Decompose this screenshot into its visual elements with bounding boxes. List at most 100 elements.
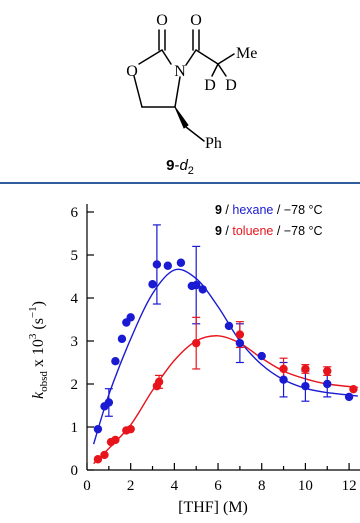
x-axis-title: [THF] (M) — [178, 499, 248, 516]
bond-ch2-ph — [185, 126, 205, 142]
legend-entry-hexane: 9 / hexane / −78 °C — [215, 203, 323, 217]
legend-toluene-sep1: / — [222, 224, 232, 238]
y-tick-label-3: 3 — [71, 334, 79, 350]
data-point-hexane-9 — [163, 261, 173, 270]
y-tick-label-4: 4 — [71, 291, 79, 307]
y-axis-title-unit-post: ) — [30, 301, 47, 306]
x-tick-label-6: 6 — [214, 478, 222, 494]
atom-deuterium-1: D — [204, 77, 216, 94]
y-tick-label-0: 0 — [71, 463, 79, 479]
data-point-hexane-16 — [257, 351, 266, 361]
x-tick-label-4: 4 — [171, 478, 179, 494]
fit-curves — [92, 268, 358, 465]
data-point-hexane-19 — [323, 379, 332, 389]
bond-acyl-cd2 — [195, 49, 219, 65]
bond-c2-n3 — [161, 49, 172, 65]
data-point-toluene-9 — [235, 330, 245, 339]
y-tick-label-6: 6 — [71, 205, 79, 221]
compound-suffix-dash: - — [174, 157, 179, 174]
atom-n-ring: N — [174, 63, 186, 80]
x-tick-label-0: 0 — [83, 478, 91, 494]
legend-hexane-sep1: / — [222, 203, 232, 217]
bond-cd2-d2 — [217, 63, 227, 77]
atom-methyl: Me — [236, 45, 257, 62]
y-tick-label-1: 1 — [71, 420, 79, 436]
legend-hexane-sep2: / — [273, 203, 283, 217]
data-point-hexane-8 — [152, 260, 162, 269]
legend-hexane-temp: −78 °C — [284, 203, 323, 217]
compound-number: 9 — [166, 157, 174, 174]
data-point-hexane-6 — [126, 313, 135, 322]
x-tick-label-12: 12 — [342, 478, 357, 494]
compound-suffix-sub: 2 — [188, 165, 194, 177]
legend-toluene-temp: −78 °C — [284, 224, 323, 238]
atom-phenyl: Ph — [205, 135, 222, 152]
atom-o-acyl-carbonyl: O — [190, 12, 202, 29]
y-tick-label-5: 5 — [71, 248, 79, 264]
data-point-hexane-0 — [93, 424, 103, 434]
legend-toluene-solvent: toluene — [232, 224, 273, 238]
bond-wedge-c4-ch2 — [174, 106, 189, 129]
axes — [86, 204, 360, 471]
y-axis-title-unit-pre: (s — [30, 318, 47, 334]
data-point-hexane-17 — [279, 375, 288, 384]
data-point-toluene-10 — [279, 364, 288, 374]
atom-o-ring-carbonyl: O — [156, 12, 168, 29]
legend-toluene-compound: 9 — [215, 224, 222, 238]
y-axis-title-unit-sup: −1 — [27, 306, 39, 318]
bond-o1-c5 — [133, 75, 143, 108]
bond-c2-o1 — [138, 49, 163, 65]
data-point-toluene-13 — [349, 384, 358, 394]
data-point-toluene-5 — [126, 424, 135, 434]
data-point-hexane-14 — [224, 321, 234, 331]
chemical-structure — [133, 29, 235, 142]
data-point-toluene-7 — [154, 377, 164, 387]
x-tick-label-10: 10 — [298, 478, 313, 494]
data-point-hexane-15 — [235, 338, 245, 348]
legend-toluene-sep2: / — [273, 224, 283, 238]
y-axis-title-sub: obsd — [38, 371, 50, 392]
data-point-hexane-13 — [198, 285, 207, 294]
data-point-toluene-1 — [100, 450, 109, 460]
x-tick-label-8: 8 — [258, 478, 266, 494]
data-point-toluene-8 — [192, 338, 201, 348]
legend-hexane-compound: 9 — [215, 203, 222, 217]
legend-entry-toluene: 9 / toluene / −78 °C — [215, 224, 323, 238]
bond-cd2-d1 — [211, 63, 219, 77]
data-point-hexane-12 — [192, 280, 201, 290]
data-point-hexane-4 — [117, 334, 127, 344]
x-tick-label-2: 2 — [127, 478, 135, 494]
bond-c4-n3 — [174, 76, 181, 108]
compound-label: 9-d2 — [166, 157, 194, 177]
data-point-toluene-12 — [323, 366, 332, 376]
legend-hexane-solvent: hexane — [232, 203, 273, 217]
data-points — [93, 258, 358, 464]
data-point-hexane-2 — [104, 398, 114, 407]
bond-cd2-me — [217, 53, 235, 65]
y-tick-label-2: 2 — [71, 377, 79, 393]
data-point-hexane-7 — [148, 280, 157, 289]
section-divider — [0, 182, 360, 184]
fit-curve-toluene — [93, 335, 358, 465]
atom-deuterium-2: D — [225, 77, 237, 94]
bond-n-acyl — [185, 49, 197, 66]
data-point-toluene-0 — [93, 455, 103, 464]
data-point-hexane-18 — [301, 381, 310, 391]
y-axis-title-mid: x 10 — [30, 339, 47, 371]
y-axis-title: kobsd x 103 (s−1) — [27, 301, 50, 399]
data-point-hexane-3 — [111, 357, 120, 366]
data-point-toluene-3 — [111, 435, 120, 445]
atom-o-ring: O — [126, 63, 138, 80]
legend: 9 / hexane / −78 °C 9 / toluene / −78 °C — [215, 203, 323, 238]
compound-suffix-d: d — [179, 157, 188, 174]
data-point-toluene-11 — [301, 364, 310, 374]
y-axis-title-sup: 3 — [27, 333, 39, 339]
data-point-hexane-10 — [176, 258, 186, 267]
fit-curve-hexane — [92, 268, 358, 445]
y-axis-title-k: k — [30, 391, 47, 399]
atom-labels: O O O N Me D D Ph — [126, 12, 257, 152]
data-point-hexane-20 — [344, 392, 354, 402]
